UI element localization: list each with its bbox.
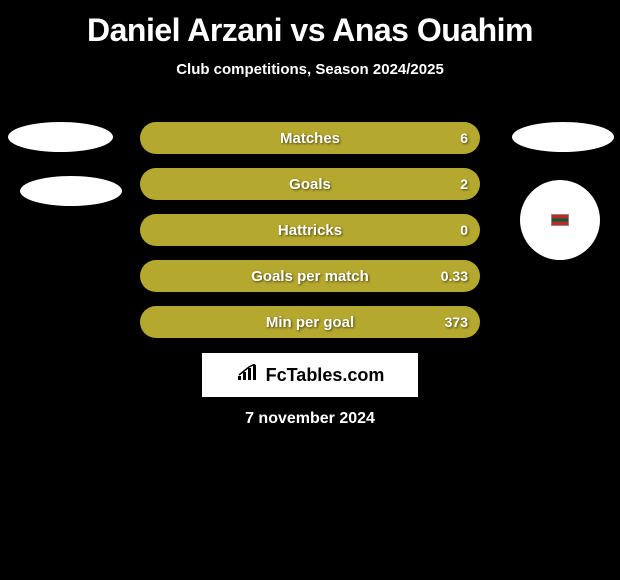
stat-label: Hattricks — [278, 222, 342, 239]
player-right-avatar-placeholder-1 — [512, 122, 614, 152]
stat-label: Goals — [289, 176, 331, 193]
page-subtitle: Club competitions, Season 2024/2025 — [0, 61, 620, 78]
stat-label: Min per goal — [266, 314, 354, 331]
date-text: 7 november 2024 — [245, 410, 375, 428]
stat-value-right: 0 — [460, 222, 468, 238]
player-left-avatar-placeholder-2 — [20, 176, 122, 206]
player-left-avatar-placeholder-1 — [8, 122, 113, 152]
stat-bar: Goals 2 — [140, 168, 480, 200]
stat-label: Goals per match — [251, 268, 369, 285]
chart-icon — [236, 364, 260, 387]
stat-label: Matches — [280, 130, 340, 147]
fctables-logo: FcTables.com — [202, 353, 418, 397]
stat-value-right: 373 — [445, 314, 468, 330]
stat-value-right: 2 — [460, 176, 468, 192]
stat-bar: Hattricks 0 — [140, 214, 480, 246]
page-title: Daniel Arzani vs Anas Ouahim — [0, 0, 620, 49]
stat-bar: Goals per match 0.33 — [140, 260, 480, 292]
stat-value-right: 6 — [460, 130, 468, 146]
player-right-team-badge — [520, 180, 600, 260]
stats-container: Matches 6 Goals 2 Hattricks 0 Goals per match 0… — [140, 122, 480, 352]
stat-bar: Min per goal 373 — [140, 306, 480, 338]
logo-text: FcTables.com — [266, 365, 385, 386]
stat-value-right: 0.33 — [441, 268, 468, 284]
stat-bar: Matches 6 — [140, 122, 480, 154]
flag-icon — [551, 214, 569, 226]
